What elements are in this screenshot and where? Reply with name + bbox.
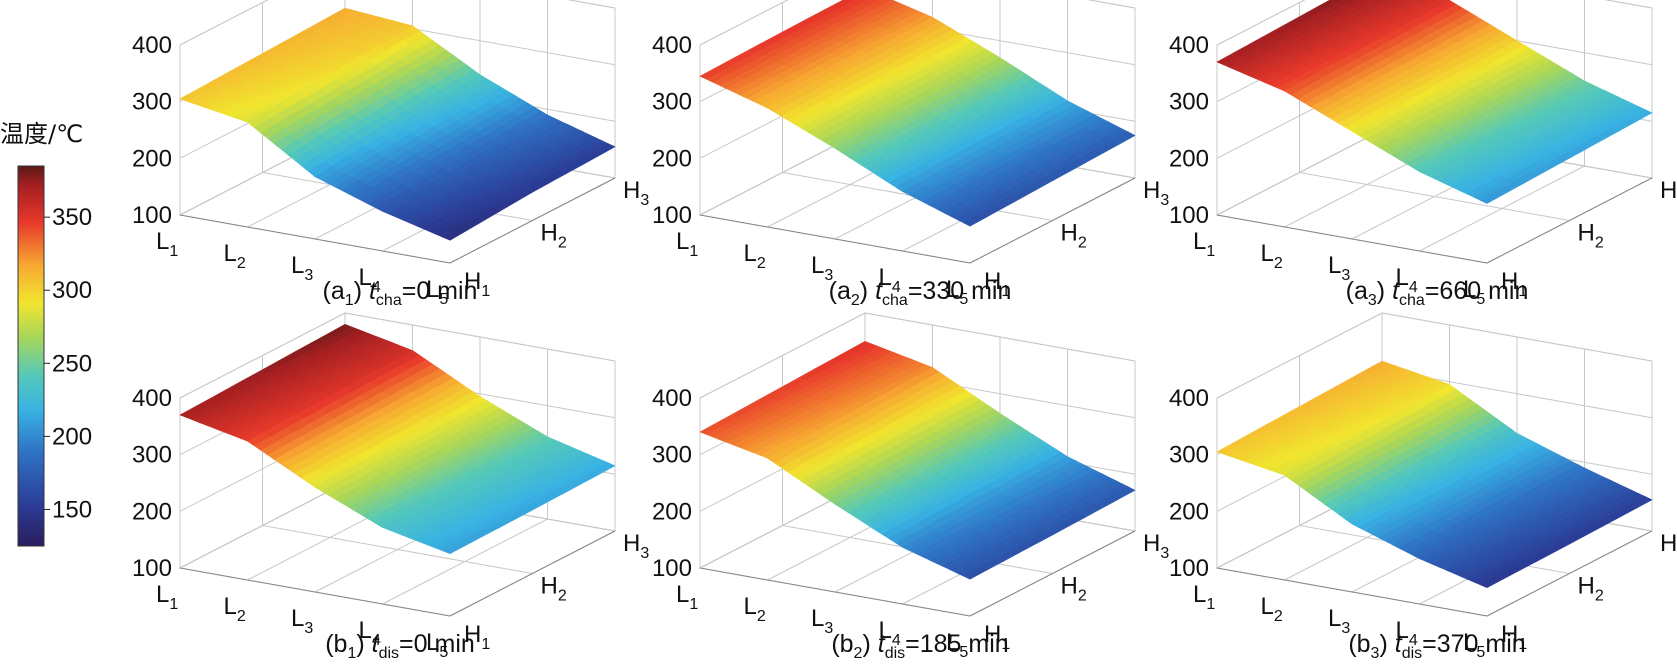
z-tick-label: 100 — [652, 202, 692, 229]
H-tick-label: H3 — [623, 177, 649, 209]
colorbar: 温度/℃ 150 200 250 300 350 — [0, 120, 92, 547]
z-tick-label: 200 — [652, 145, 692, 172]
colorbar-ticks: 150 200 250 300 350 — [44, 204, 92, 523]
L-tick-label: L3 — [811, 605, 833, 637]
L-tick-label: L2 — [1261, 593, 1283, 625]
panel-caption: (a2) tcha=330 min — [829, 277, 1012, 309]
surface — [179, 7, 616, 241]
z-tick-label: 200 — [132, 498, 172, 525]
z-tick-label: 100 — [652, 555, 692, 582]
z-tick-label: 300 — [132, 442, 172, 469]
z-tick-label: 400 — [652, 385, 692, 412]
colorbar-tick-label: 200 — [52, 423, 92, 450]
z-tick-label: 100 — [132, 202, 172, 229]
L-tick-label: L3 — [291, 605, 313, 637]
z-tick-label: 400 — [652, 32, 692, 59]
colorbar-tick-label: 350 — [52, 204, 92, 231]
H-tick-label: H3 — [1143, 530, 1169, 562]
H-tick-label: H2 — [541, 220, 567, 252]
H-tick-label: H2 — [541, 573, 567, 605]
L-tick-label: L2 — [224, 240, 246, 272]
surface-patch — [962, 566, 988, 580]
z-tick-label: 400 — [132, 32, 172, 59]
H-tick-label: H3 — [623, 530, 649, 562]
surface-patch — [442, 541, 468, 555]
panel-caption: (b3) tdis=370 min — [1348, 630, 1525, 662]
L-tick-label: L3 — [1328, 605, 1350, 637]
surface-patch — [442, 227, 468, 241]
surface — [699, 340, 1136, 580]
z-tick-label: 400 — [1169, 32, 1209, 59]
surface — [1216, 360, 1653, 589]
L-tick-label: L1 — [1193, 228, 1215, 260]
colorbar-tick-label: 150 — [52, 496, 92, 523]
surface-patch — [1479, 575, 1505, 589]
colorbar-tick-label: 300 — [52, 277, 92, 304]
colorbar-gradient — [17, 165, 45, 547]
H-tick-label: H3 — [1143, 177, 1169, 209]
z-tick-label: 200 — [132, 145, 172, 172]
z-tick-label: 300 — [132, 89, 172, 116]
surface-patch — [962, 213, 988, 227]
L-tick-label: L2 — [744, 593, 766, 625]
L-tick-label: L3 — [291, 252, 313, 284]
panel-caption: (a1) tcha=0 min — [323, 277, 478, 309]
H-tick-label: H2 — [1061, 220, 1087, 252]
z-tick-label: 200 — [1169, 498, 1209, 525]
panel-caption: (b1) tdis=0 min — [325, 630, 475, 662]
L-tick-label: L1 — [676, 228, 698, 260]
surface — [1216, 0, 1653, 204]
z-tick-label: 200 — [1169, 145, 1209, 172]
z-tick-label: 100 — [1169, 555, 1209, 582]
L-tick-label: L2 — [224, 593, 246, 625]
z-tick-label: 300 — [1169, 89, 1209, 116]
panel-caption: (a3) tcha=660 min — [1346, 277, 1529, 309]
H-tick-label: H2 — [1578, 220, 1604, 252]
H-tick-label: H2 — [1061, 573, 1087, 605]
surface — [699, 0, 1136, 227]
surface — [179, 323, 616, 555]
H-tick-label: H2 — [1578, 573, 1604, 605]
colorbar-tick-label: 250 — [52, 350, 92, 377]
z-tick-label: 300 — [652, 442, 692, 469]
L-tick-label: L1 — [156, 581, 178, 613]
panel-caption: (b2) tdis=185 min — [831, 630, 1008, 662]
z-tick-label: 100 — [132, 555, 172, 582]
z-tick-label: 400 — [132, 385, 172, 412]
H-tick-label: H3 — [1660, 177, 1677, 209]
L-tick-label: L1 — [156, 228, 178, 260]
z-tick-label: 300 — [652, 89, 692, 116]
z-tick-label: 400 — [1169, 385, 1209, 412]
L-tick-label: L1 — [676, 581, 698, 613]
z-tick-label: 200 — [652, 498, 692, 525]
L-tick-label: L2 — [1261, 240, 1283, 272]
colorbar-title: 温度/℃ — [0, 120, 83, 148]
H-tick-label: H3 — [1660, 530, 1677, 562]
surface-patch — [1479, 190, 1505, 204]
L-tick-label: L1 — [1193, 581, 1215, 613]
L-tick-label: L2 — [744, 240, 766, 272]
z-tick-label: 100 — [1169, 202, 1209, 229]
z-tick-label: 300 — [1169, 442, 1209, 469]
